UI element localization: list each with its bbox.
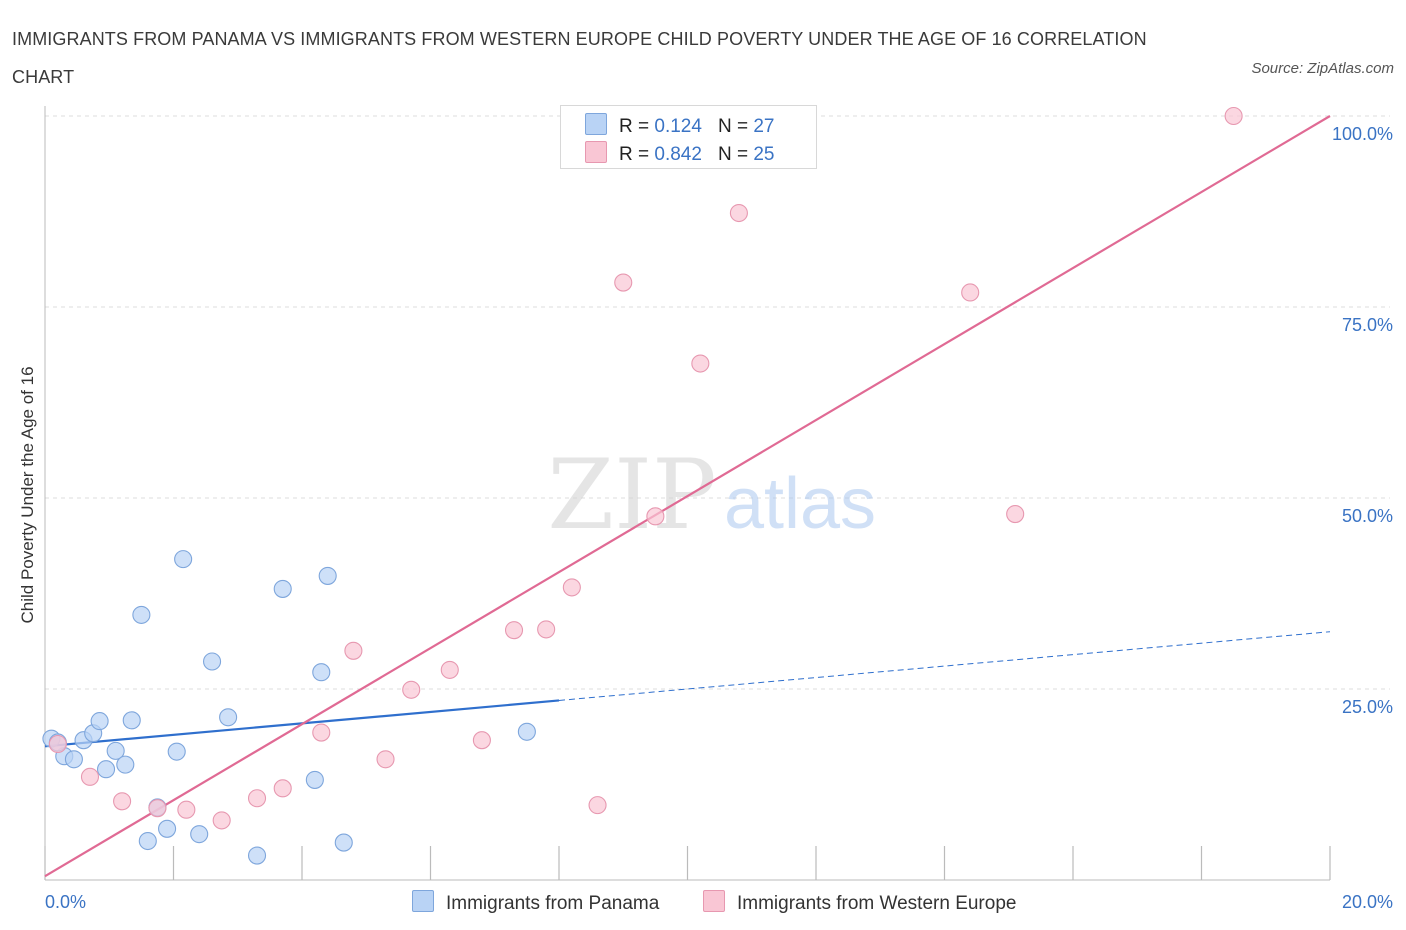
data-point-panama: [305, 770, 324, 789]
watermark: ZIP atlas: [547, 439, 876, 551]
legend-item-western-europe: Immigrants from Western Europe: [703, 890, 1016, 915]
data-point-panama: [64, 750, 83, 769]
legend-row-western-europe: R = 0.842 N = 25: [585, 141, 774, 167]
legend-item-panama: Immigrants from Panama: [412, 890, 659, 915]
data-point-panama: [90, 712, 109, 731]
data-point-western-europe: [312, 723, 331, 742]
data-point-panama: [158, 819, 177, 838]
data-point-panama: [174, 550, 193, 569]
data-point-panama: [167, 742, 186, 761]
data-point-panama: [132, 605, 151, 624]
data-point-western-europe: [113, 792, 132, 811]
legend-label-western-europe: Immigrants from Western Europe: [737, 893, 1017, 914]
data-point-panama: [122, 711, 141, 730]
data-point-western-europe: [247, 789, 267, 808]
stats-legend: R = 0.124 N = 27 R = 0.842 N = 25: [560, 105, 817, 169]
y-tick-label: 50.0%: [1342, 506, 1393, 526]
data-point-western-europe: [562, 578, 581, 597]
data-point-panama: [138, 831, 157, 851]
data-point-panama: [334, 833, 353, 852]
data-point-western-europe: [537, 620, 556, 639]
legend-swatch-pink: [703, 890, 725, 912]
data-point-western-europe: [440, 660, 459, 679]
data-point-western-europe: [1006, 504, 1025, 524]
data-point-western-europe: [80, 767, 100, 786]
legend-n-label: N =: [717, 116, 749, 137]
data-point-western-europe: [376, 750, 395, 769]
data-point-western-europe: [48, 734, 67, 754]
legend-n-value: 25: [753, 144, 775, 165]
data-point-western-europe: [1224, 106, 1243, 126]
data-point-panama: [312, 663, 331, 682]
watermark-atlas: atlas: [724, 464, 876, 544]
grid-layer: [45, 115, 1390, 690]
data-point-western-europe: [344, 641, 363, 660]
x-tick-label: 20.0%: [1342, 892, 1393, 912]
trend-line-panama-extension: [558, 631, 1331, 701]
legend-r-value: 0.842: [654, 144, 702, 165]
legend-swatch-blue: [412, 890, 434, 912]
data-point-western-europe: [212, 811, 231, 830]
data-point-panama: [106, 741, 125, 760]
legend-row-panama: R = 0.124 N = 27: [585, 113, 774, 139]
data-point-panama: [247, 846, 267, 865]
tick-labels: 25.0% 50.0% 75.0% 100.0% 0.0% 20.0%: [45, 124, 1393, 912]
axis-layer: [44, 106, 1331, 881]
series-legend: Immigrants from Panama Immigrants from W…: [0, 888, 1406, 918]
legend-r-label: R =: [619, 116, 650, 137]
x-tick-label: 0.0%: [45, 892, 86, 912]
data-point-panama: [203, 652, 222, 671]
data-point-panama: [96, 760, 116, 779]
points-layer: [42, 106, 1243, 865]
legend-swatch-blue: [585, 113, 607, 135]
data-point-western-europe: [402, 680, 421, 699]
data-point-western-europe: [273, 779, 292, 798]
legend-r-value: 0.124: [654, 116, 702, 137]
data-point-western-europe: [961, 283, 980, 302]
trend-line-western-europe: [44, 115, 1331, 878]
chart-title: IMMIGRANTS FROM PANAMA VS IMMIGRANTS FRO…: [12, 29, 1147, 87]
data-point-western-europe: [472, 731, 491, 750]
data-point-western-europe: [588, 796, 607, 815]
legend-r-label: R =: [619, 144, 650, 165]
data-point-panama: [219, 708, 238, 727]
data-point-panama: [273, 579, 292, 598]
data-point-panama: [190, 825, 209, 844]
legend-n-label: N =: [717, 144, 749, 165]
source-label: Source: ZipAtlas.com: [1251, 60, 1394, 77]
data-point-western-europe: [646, 507, 665, 526]
data-point-western-europe: [614, 273, 633, 292]
legend-label-panama: Immigrants from Panama: [446, 893, 660, 914]
data-point-western-europe: [148, 799, 167, 818]
data-point-western-europe: [729, 203, 748, 223]
data-point-western-europe: [177, 800, 196, 819]
legend-swatch-pink: [585, 141, 607, 163]
data-point-western-europe: [504, 621, 524, 640]
legend-n-value: 27: [753, 116, 775, 137]
data-point-western-europe: [691, 354, 710, 373]
data-point-panama: [318, 566, 337, 585]
trend-layer: [44, 115, 1331, 878]
y-tick-label: 100.0%: [1332, 124, 1393, 144]
data-point-panama: [517, 722, 536, 741]
y-tick-label: 25.0%: [1342, 697, 1393, 717]
data-point-panama: [116, 755, 135, 774]
y-tick-label: 75.0%: [1342, 315, 1393, 335]
